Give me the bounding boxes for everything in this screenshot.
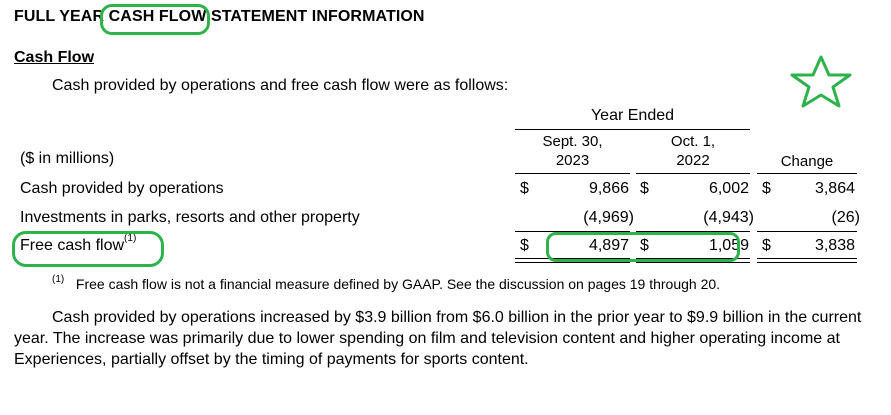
currency-symbol: $ xyxy=(640,237,649,254)
col1-header-line2: 2023 xyxy=(555,152,590,169)
total-double-rule xyxy=(757,258,857,263)
change-header: Change xyxy=(780,153,834,170)
col2-header-line1: Oct. 1, xyxy=(670,133,716,150)
row-label-operations: Cash provided by operations xyxy=(20,180,224,197)
subsection-heading: Cash Flow xyxy=(14,49,95,66)
col1-header-rule xyxy=(515,173,630,174)
currency-symbol: $ xyxy=(520,180,529,197)
cell-value: 3,838 xyxy=(814,237,855,254)
highlight-oval-cash-flow xyxy=(100,4,210,35)
currency-symbol: $ xyxy=(762,237,771,254)
subtotal-rule xyxy=(636,231,750,232)
row-label-free-cash-flow: Free cash flow(1) xyxy=(20,233,136,255)
cell-value: (4,969) xyxy=(583,209,634,226)
cell-value: 3,864 xyxy=(814,180,855,197)
col2-header-rule xyxy=(636,173,750,174)
cell-value: (26) xyxy=(831,209,860,226)
cell-value: (4,943) xyxy=(703,209,754,226)
intro-text: Cash provided by operations and free cas… xyxy=(52,77,509,94)
highlight-oval-free-cash-flow xyxy=(12,231,164,267)
subtotal-rule xyxy=(757,231,857,232)
body-paragraph: Cash provided by operations increased by… xyxy=(14,309,862,368)
footnote-reference: (1) xyxy=(124,233,137,244)
cell-value: 9,866 xyxy=(588,180,629,197)
currency-symbol: $ xyxy=(520,237,529,254)
units-label: ($ in millions) xyxy=(20,150,115,167)
col2-header-line2: 2022 xyxy=(676,152,710,169)
row-label-investments: Investments in parks, resorts and other … xyxy=(20,209,360,226)
cell-value: 6,002 xyxy=(708,180,749,197)
total-double-rule xyxy=(515,258,630,263)
star-outline-icon xyxy=(790,55,852,108)
footnote: (1) Free cash flow is not a financial me… xyxy=(52,274,721,292)
highlight-oval-values xyxy=(546,232,740,262)
currency-symbol: $ xyxy=(640,180,649,197)
footnote-text: Free cash flow is not a financial measur… xyxy=(75,276,721,292)
col1-header-line1: Sept. 30, xyxy=(542,133,603,150)
section-heading: FULL YEAR CASH FLOW STATEMENT INFORMATIO… xyxy=(14,8,425,25)
change-header-rule xyxy=(757,173,857,174)
footnote-marker: (1) xyxy=(52,274,65,285)
row-label-text: Free cash flow xyxy=(20,237,125,254)
header-rule xyxy=(515,129,750,130)
currency-symbol: $ xyxy=(762,180,771,197)
subtotal-rule xyxy=(515,231,630,232)
cell-value: 4,897 xyxy=(588,237,629,254)
total-double-rule xyxy=(636,258,750,263)
year-ended-header: Year Ended xyxy=(590,107,675,124)
